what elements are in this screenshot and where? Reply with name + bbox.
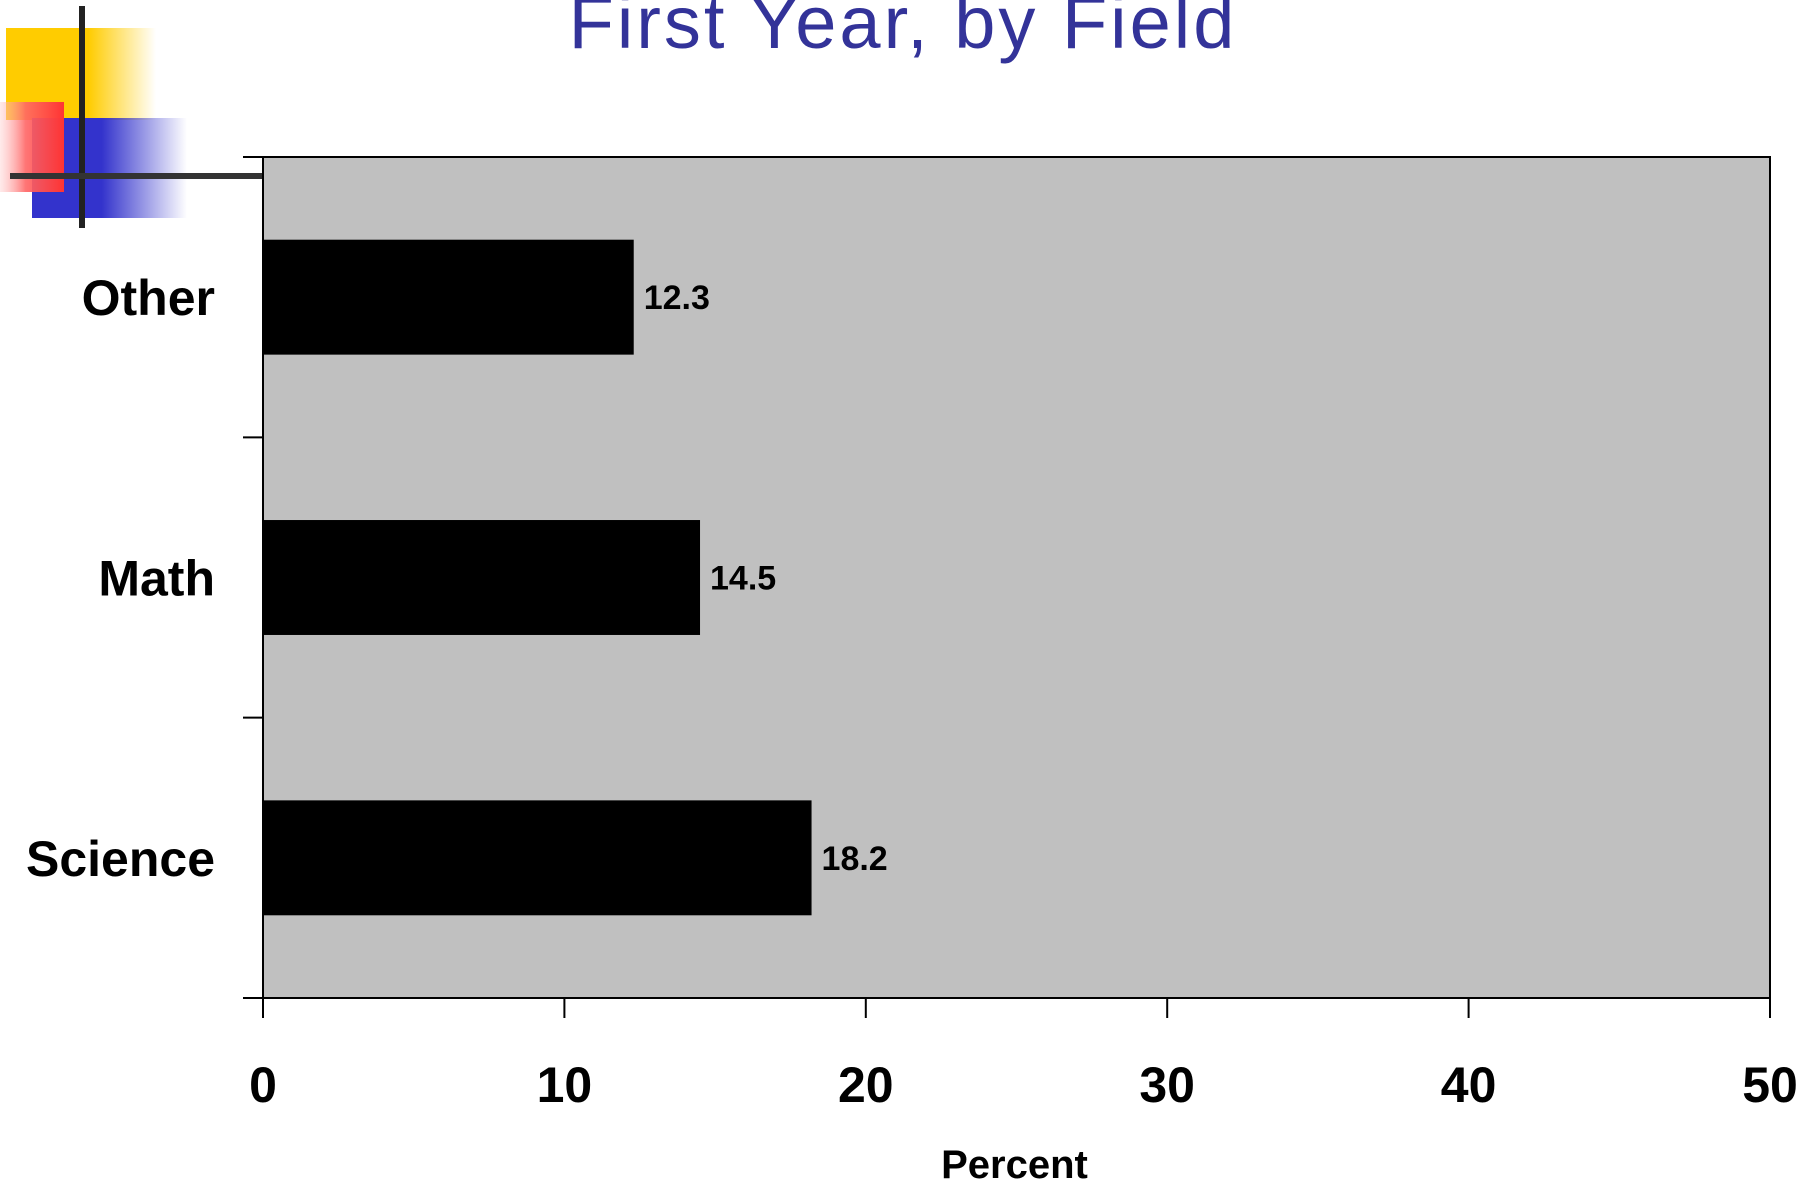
x-axis-title: Percent (941, 1143, 1088, 1183)
bar-other (263, 239, 634, 355)
category-label: Math (98, 551, 215, 607)
bars: 12.3 14.5 18.2 (263, 239, 888, 916)
y-axis: Other Math Science (26, 156, 263, 999)
slide-title: First Year, by Field (568, 0, 1238, 64)
x-tick-label: 0 (249, 1057, 277, 1113)
data-label: 18.2 (822, 840, 888, 878)
corner-decoration (0, 6, 262, 228)
x-tick-label: 50 (1742, 1057, 1798, 1113)
x-tick-label: 30 (1139, 1057, 1195, 1113)
bar-math (263, 520, 701, 635)
x-axis: 0 10 20 30 40 50 (249, 998, 1798, 1113)
category-label: Other (82, 270, 215, 326)
x-tick-label: 40 (1441, 1057, 1497, 1113)
data-label: 12.3 (644, 279, 710, 317)
category-label: Science (26, 831, 215, 887)
data-label: 14.5 (710, 560, 776, 598)
x-tick-label: 20 (838, 1057, 894, 1113)
bar-science (263, 800, 812, 916)
x-tick-label: 10 (537, 1057, 593, 1113)
